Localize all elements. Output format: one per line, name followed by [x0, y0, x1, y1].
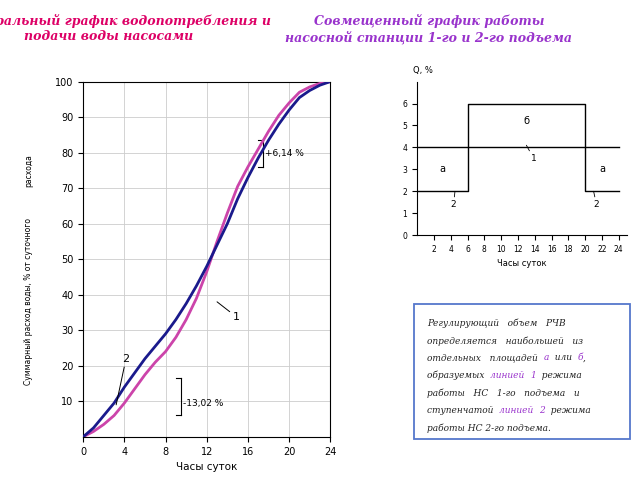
Text: 2: 2 [539, 406, 545, 415]
Text: 1: 1 [217, 302, 239, 322]
Text: линией: линией [499, 406, 539, 415]
Text: Q, %: Q, % [413, 66, 433, 75]
Text: Интегральный график водопотребления и
подачи воды насосами: Интегральный график водопотребления и по… [0, 14, 271, 43]
Text: а: а [543, 353, 548, 362]
Text: -13,02 %: -13,02 % [183, 399, 223, 408]
Text: Суммарный расход воды, % от суточного: Суммарный расход воды, % от суточного [24, 218, 33, 385]
Text: 2: 2 [451, 192, 456, 209]
Text: б: б [577, 353, 583, 362]
Text: режима: режима [536, 371, 582, 380]
Text: 1: 1 [530, 371, 536, 380]
Text: определяется   наибольшей   из: определяется наибольшей из [427, 336, 583, 346]
Text: отдельных   площадей: отдельных площадей [427, 353, 543, 362]
Text: Совмещенный график работы
насосной станции 1-го и 2-го подъема: Совмещенный график работы насосной станц… [285, 14, 572, 44]
X-axis label: Часы суток: Часы суток [176, 462, 237, 472]
Text: работы   НС   1-го   подъема   и: работы НС 1-го подъема и [427, 388, 579, 398]
Text: режима: режима [545, 406, 590, 415]
Text: 1: 1 [526, 145, 536, 163]
Text: образуемых: образуемых [427, 371, 490, 380]
Text: а: а [599, 164, 605, 174]
Text: Регулирующий   объем   РЧВ: Регулирующий объем РЧВ [427, 319, 565, 328]
Text: а: а [440, 164, 445, 174]
Text: или: или [548, 353, 577, 362]
Text: линией: линией [490, 371, 530, 380]
X-axis label: Часы суток: Часы суток [497, 260, 547, 268]
Text: ,: , [583, 353, 586, 362]
Text: работы НС 2-го подъема.: работы НС 2-го подъема. [427, 423, 550, 432]
Text: б: б [524, 116, 529, 126]
Text: расхода: расхода [24, 154, 33, 187]
Text: ступенчатой: ступенчатой [427, 406, 499, 415]
Text: 2: 2 [593, 192, 599, 209]
Text: 2: 2 [116, 354, 129, 405]
Text: +6,14 %: +6,14 % [266, 149, 304, 158]
